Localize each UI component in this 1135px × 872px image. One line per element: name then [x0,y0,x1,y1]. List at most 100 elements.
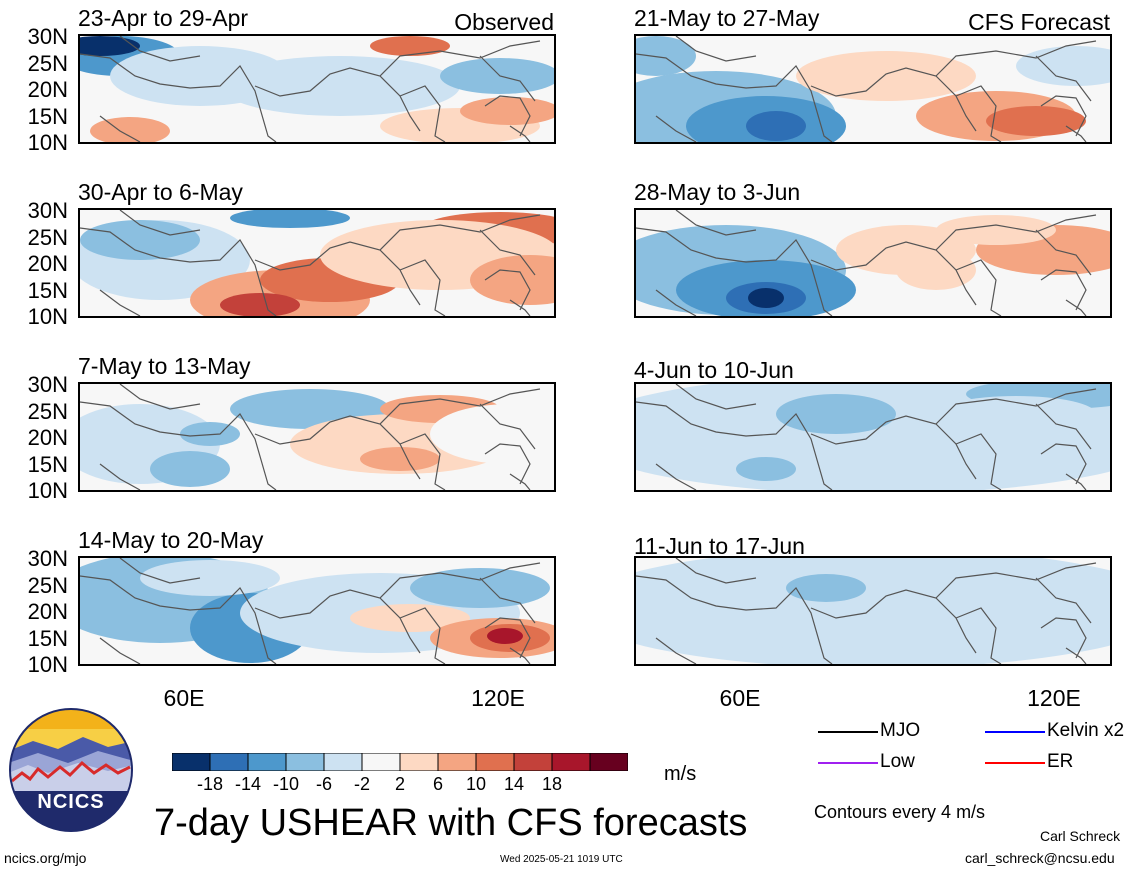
footer-author: Carl Schreck [1040,828,1121,844]
coastline [379,40,541,77]
coastline [655,463,697,490]
colorbar-tick-label: 2 [394,774,405,794]
shear-anomaly-region [370,36,450,56]
coastline [955,607,1002,664]
shear-anomaly-region [786,574,866,602]
coastline [636,401,833,490]
colorbar-tick-label: -14 [234,774,261,794]
lon-label-120e-right: 120E [1027,685,1081,711]
coastline [80,575,277,664]
colorbar-swatch [589,752,629,772]
shear-anomaly-region [636,558,1110,664]
coastline [484,95,531,137]
colorbar-swatch [323,752,363,772]
legend-line-kelvin [985,731,1045,733]
lat-label: 30N [27,24,68,49]
coastline [955,433,1002,490]
legend-line-er [985,762,1045,764]
shear-anomaly-region [220,293,300,316]
shear-anomaly-region [460,97,554,125]
shear-anomaly-region [636,36,696,76]
lat-label: 15N [27,277,68,303]
colorbar-swatch [171,752,211,772]
coastline [675,558,757,584]
colorbar-swatch [475,752,515,772]
colorbar-tick-label: -2 [353,774,370,794]
panel-tag-observed: Observed [454,9,554,35]
shear-anomaly-region [360,447,440,471]
colorbar-swatch [209,752,249,772]
shear-anomaly-region [776,394,896,434]
logo-text: NCICS [37,791,105,813]
coastline [379,214,541,251]
lat-label: 25N [27,572,68,598]
map-panel-7 [634,382,1112,492]
legend-line-low [818,762,878,764]
footer-site: ncics.org/mjo [4,850,87,866]
shear-anomaly-region [896,250,976,290]
map-panel-8 [634,556,1112,666]
coastline [99,115,141,142]
colorbar-unit: m/s [664,763,697,785]
colorbar-tick-label: 14 [503,774,525,794]
coastline [99,463,141,490]
coastline [80,401,277,490]
shear-anomaly-region [220,56,460,116]
coastline [119,210,201,236]
panel-title-8: 11-Jun to 17-Jun [634,533,805,559]
panel-title-6: 28-May to 3-Jun [634,179,801,205]
map-panel-4 [78,556,556,666]
lon-label-60e-left: 60E [163,685,205,711]
lat-label: 15N [27,451,68,477]
panel-tag-forecast: CFS Forecast [968,9,1110,35]
coastline [1040,617,1087,659]
lat-label: 20N [27,77,68,102]
shear-anomaly-region [150,451,230,487]
shear-anomaly-region [410,568,550,608]
lat-label: 20N [27,251,68,276]
coastline [1040,95,1087,137]
coastline [655,115,697,142]
coastline [399,259,446,316]
lat-label: 25N [27,398,68,424]
shear-anomaly-region [736,457,796,481]
coastline [1065,125,1087,142]
coastline [1035,577,1092,624]
map-panel-3 [78,382,556,492]
map-panel-6 [634,208,1112,318]
lat-label: 10N [27,478,68,503]
colorbar-swatch [285,752,325,772]
coastline [1040,443,1087,485]
lon-label-120e-left: 120E [471,685,525,711]
coastline [479,403,536,450]
shear-anomaly-region [440,58,554,94]
shear-anomaly-region [180,422,240,446]
coastline [254,67,421,132]
shear-anomaly-region [746,111,806,141]
colorbar [171,752,629,772]
map-panel-2 [78,208,556,318]
lon-label-60e-right: 60E [719,685,761,711]
map-panel-5 [634,34,1112,144]
colorbar-swatch [247,752,287,772]
coastline [1035,55,1092,102]
panel-title-2: 30-Apr to 6-May [78,179,243,205]
coastline [80,227,277,316]
colorbar-tick-label: -10 [272,774,299,794]
colorbar-swatch [551,752,591,772]
colorbar-swatch [513,752,553,772]
lat-label: 10N [27,652,68,677]
coastline [119,384,201,410]
shear-anomaly-region [936,215,1056,245]
coastline [1040,269,1087,311]
lat-label: 10N [27,304,68,329]
coastline [484,617,531,659]
colorbar-tick-label: 6 [432,774,443,794]
coastline [1065,473,1087,490]
coastline [399,433,446,490]
panel-title-1: 23-Apr to 29-Apr [78,5,249,31]
coastline [484,269,531,311]
coastline [675,36,757,62]
legend-label-kelvin: Kelvin x2 [1047,720,1125,741]
coastline [119,558,201,584]
